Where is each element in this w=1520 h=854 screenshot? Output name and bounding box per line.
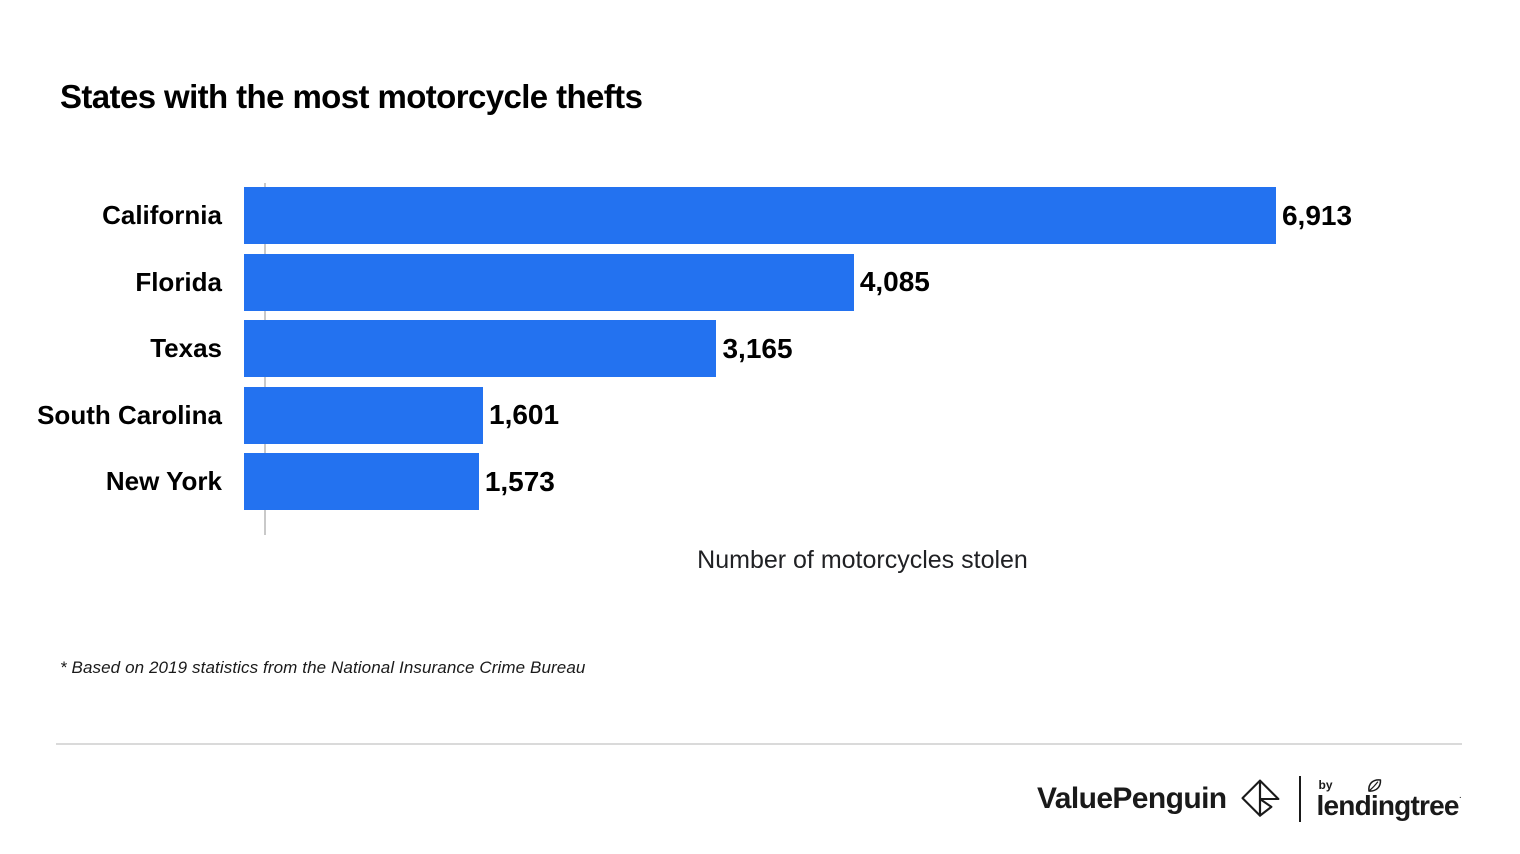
leaf-icon: [1368, 779, 1382, 792]
lendingtree-logo: by lendi ngtree·: [1317, 778, 1462, 820]
value-label: 3,165: [722, 332, 793, 364]
category-label: South Carolina: [37, 399, 222, 430]
bar-track: 3,165: [244, 320, 1439, 377]
valuepenguin-wordmark: ValuePenguin: [1037, 782, 1227, 815]
chart-row: South Carolina 1,601: [0, 386, 1460, 444]
chart-row: New York 1,573: [0, 453, 1460, 510]
bar: [244, 386, 483, 444]
chart-row: Florida 4,085: [0, 253, 1460, 311]
valuepenguin-origami-icon: [1240, 779, 1279, 817]
bar-track: 1,601: [244, 386, 1439, 444]
bar: [244, 187, 1276, 244]
value-label: 4,085: [859, 266, 930, 297]
footer-branding: ValuePenguin by lendi ngtree·: [1037, 776, 1462, 822]
source-footnote: * Based on 2019 statistics from the Nati…: [60, 658, 586, 677]
bar: [244, 320, 717, 377]
x-axis-label: Number of motorcycles stolen: [697, 546, 1028, 574]
by-label: by: [1318, 778, 1333, 792]
value-label: 1,573: [484, 465, 555, 497]
bar: [244, 453, 479, 510]
bar-track: 1,573: [244, 453, 1439, 510]
category-label: New York: [105, 466, 222, 496]
category-label: California: [102, 200, 222, 230]
trademark-mark: ·: [1458, 792, 1462, 803]
category-label: Florida: [135, 266, 222, 297]
chart-row: Texas 3,165: [0, 320, 1460, 377]
chart-row: California 6,913: [0, 187, 1460, 244]
category-label: Texas: [150, 333, 222, 363]
footer-separator: [1298, 776, 1301, 822]
value-label: 1,601: [489, 399, 560, 430]
bar-chart: California 6,913 Florida 4,085 Texas 3,1…: [0, 187, 1460, 520]
lendingtree-wordmark: lendi ngtree: [1317, 779, 1459, 821]
bar-track: 6,913: [244, 187, 1439, 244]
chart-title: States with the most motorcycle thefts: [60, 78, 643, 115]
bar: [244, 253, 854, 311]
value-label: 6,913: [1281, 199, 1353, 231]
bar-track: 4,085: [244, 253, 1439, 311]
footer-divider: [56, 743, 1462, 745]
